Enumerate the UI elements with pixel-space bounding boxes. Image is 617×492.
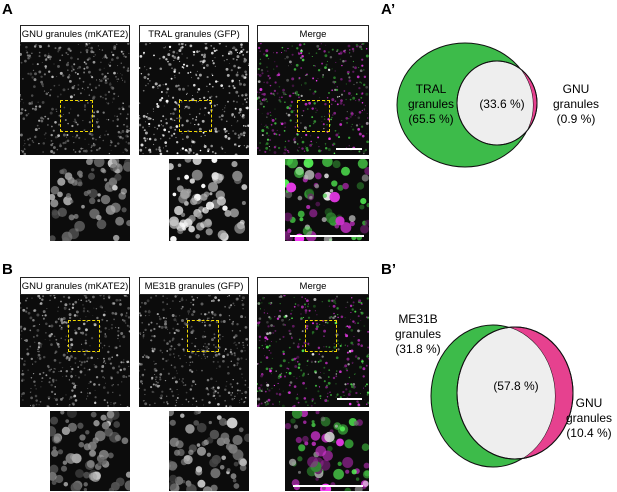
label-b-gnu: GNU granules (mKATE2) <box>20 277 130 295</box>
speckle-texture <box>50 411 130 491</box>
zoom-b-me31b <box>169 411 249 491</box>
speckle-texture <box>257 43 369 155</box>
roi-box <box>68 320 100 352</box>
panel-letter-a: A <box>2 1 13 18</box>
panel-letter-b: B <box>2 261 13 278</box>
scale-bar <box>336 148 362 150</box>
roi-box <box>60 100 93 132</box>
speckle-texture <box>169 159 248 241</box>
speckle-texture <box>139 43 249 155</box>
micrograph-a-tral <box>139 43 249 155</box>
scale-bar <box>337 398 362 400</box>
venn-a-center-label: (33.6 %) <box>479 97 525 111</box>
label-a-merge: Merge <box>257 25 369 43</box>
roi-box <box>297 100 330 132</box>
venn-b-left-label: ME31B granules (31.8 %) <box>394 312 442 356</box>
label-a-tral: TRAL granules (GFP) <box>139 25 249 43</box>
roi-box <box>179 100 212 132</box>
micrograph-b-merge <box>257 295 369 407</box>
roi-box <box>305 320 337 352</box>
speckle-texture <box>169 411 249 491</box>
micrograph-a-merge <box>257 43 369 155</box>
label-a-gnu: GNU granules (mKATE2) <box>20 25 130 43</box>
zoom-a-merge <box>285 159 369 241</box>
venn-a-right-label: GNU granules (0.9 %) <box>552 82 600 126</box>
speckle-texture <box>50 159 130 241</box>
speckle-texture <box>285 411 369 491</box>
scale-bar <box>293 485 363 487</box>
zoom-b-gnu <box>50 411 130 491</box>
speckle-texture <box>139 295 249 407</box>
venn-diagram-b-prime <box>430 324 574 468</box>
venn-a-left-label: TRAL granules (65.5 %) <box>407 82 455 126</box>
micrograph-b-me31b <box>139 295 249 407</box>
label-b-merge: Merge <box>257 277 369 295</box>
panel-letter-b-prime: B’ <box>381 261 396 278</box>
micrograph-a-gnu <box>20 43 130 155</box>
venn-diagram-a-prime <box>396 42 538 168</box>
roi-box <box>187 320 219 352</box>
zoom-a-tral <box>169 159 249 241</box>
scale-bar <box>290 235 364 237</box>
venn-b-right-label: GNU granules (10.4 %) <box>565 396 613 440</box>
speckle-texture <box>285 159 369 241</box>
zoom-b-merge <box>285 411 369 491</box>
micrograph-b-gnu <box>20 295 130 407</box>
speckle-texture <box>257 295 369 407</box>
panel-letter-a-prime: A’ <box>381 1 396 18</box>
speckle-texture <box>20 295 130 407</box>
zoom-a-gnu <box>50 159 130 241</box>
speckle-texture <box>20 43 130 155</box>
venn-b-center-label: (57.8 %) <box>493 379 539 393</box>
label-b-me31b: ME31B granules (GFP) <box>139 277 249 295</box>
